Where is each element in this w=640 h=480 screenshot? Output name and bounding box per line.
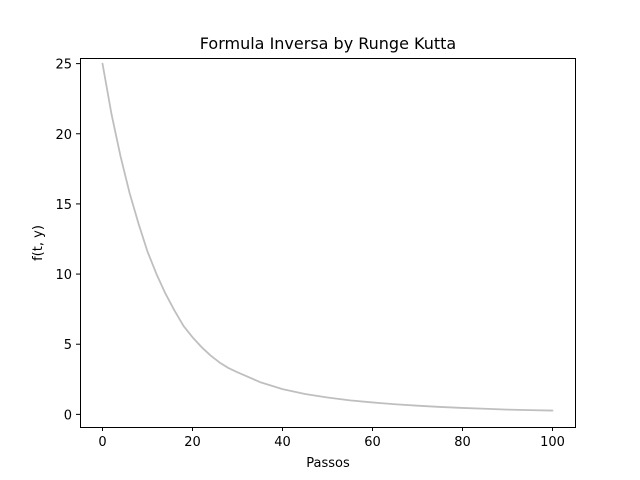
x-tick-label: 0	[98, 435, 106, 450]
x-tick-label: 100	[540, 435, 565, 450]
y-axis-label: f(t, y)	[31, 225, 46, 261]
x-tick-label: 20	[184, 435, 201, 450]
series-line	[101, 62, 554, 412]
y-tick-label: 10	[55, 268, 72, 283]
plot-area	[101, 62, 554, 412]
y-tick-label: 5	[64, 338, 72, 353]
x-tick-label: 60	[364, 435, 381, 450]
y-tick-label: 20	[55, 128, 72, 143]
y-tick-label: 15	[55, 198, 72, 213]
x-tick-label: 40	[274, 435, 291, 450]
y-tick-label: 25	[55, 58, 72, 73]
y-axis: 0 5 10 15 20 25	[55, 58, 80, 423]
plot-frame	[80, 58, 576, 428]
x-axis-label: Passos	[306, 456, 350, 471]
y-tick-label: 0	[64, 408, 72, 423]
chart-title: Formula Inversa by Runge Kutta	[200, 34, 456, 53]
x-tick-label: 80	[454, 435, 471, 450]
x-axis: 0 20 40 60 80 100	[98, 427, 565, 450]
